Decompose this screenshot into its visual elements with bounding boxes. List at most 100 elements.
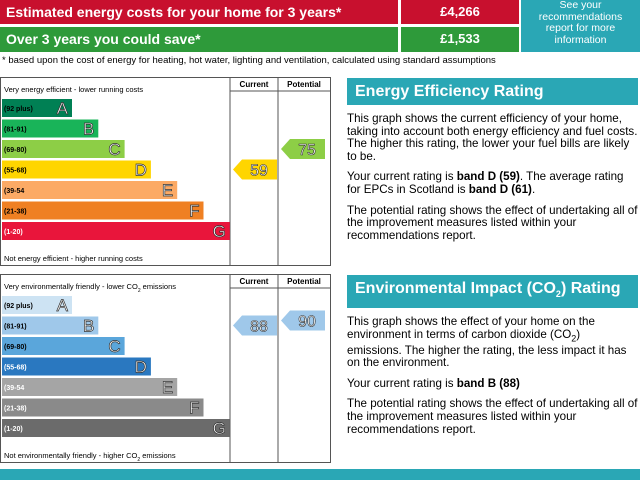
column-header: Potential: [287, 277, 321, 286]
current-rating-arrow: [233, 159, 277, 180]
band-letter: E: [162, 181, 173, 200]
band-letter: G: [213, 222, 226, 241]
band-range: (39-54: [4, 188, 24, 195]
band-range: (81-91): [4, 127, 27, 134]
text-segment: band D (61): [468, 182, 532, 196]
footnote: * based upon the cost of energy for heat…: [2, 55, 496, 66]
column-header: Potential: [287, 80, 321, 89]
band-range: (1-20): [4, 229, 23, 236]
band-letter: B: [83, 317, 94, 336]
band-bar: [2, 316, 99, 335]
text-segment: ) Rating: [560, 280, 621, 297]
column-header: Current: [240, 277, 269, 286]
band-bar: [2, 160, 151, 179]
saving-label: Over 3 years you could save*: [0, 27, 398, 52]
panel-paragraph: This graph shows the current efficiency …: [347, 112, 638, 163]
band-range: (92 plus): [4, 106, 33, 113]
panel-paragraph: This graph shows the effect of your home…: [347, 315, 638, 370]
text-segment: Energy Efficiency Rating: [355, 83, 544, 100]
band-bar: [2, 296, 72, 314]
text-segment: The potential rating shows the effect of…: [347, 203, 638, 242]
top-caption: Very energy efficient - lower running co…: [4, 85, 143, 94]
text-segment: Very energy efficient - lower running co…: [4, 85, 143, 94]
band-letter: E: [162, 378, 173, 397]
band-letter: C: [108, 140, 120, 159]
column-header: Current: [240, 80, 269, 89]
subscript: 2: [571, 333, 577, 344]
band-bar: [2, 337, 125, 355]
potential-rating: 75: [298, 142, 316, 159]
band-bar: [2, 99, 72, 117]
text-segment: Not energy efficient - higher running co…: [4, 254, 143, 263]
panel-title: Energy Efficiency Rating: [347, 78, 638, 105]
band-range: (55-68): [4, 365, 27, 372]
bottom-caption: Not environmentally friendly - higher CO…: [4, 451, 176, 463]
current-rating: 59: [250, 163, 268, 180]
text-segment: band B (88): [456, 376, 520, 390]
text-segment: emissions: [140, 451, 176, 460]
text-segment: This graph shows the current efficiency …: [347, 112, 638, 163]
band-letter: B: [83, 120, 94, 139]
band-bar: [2, 398, 204, 417]
band-range: (1-20): [4, 426, 23, 433]
text-segment: Environmental Impact (CO: [355, 280, 556, 297]
band-bar: [2, 419, 230, 437]
band-letter: A: [57, 296, 69, 315]
text-segment: Very environmentally friendly - lower CO: [4, 282, 138, 291]
cost-label: Estimated energy costs for your home for…: [0, 0, 398, 24]
band-range: (39-54: [4, 385, 24, 392]
panel-paragraph: The potential rating shows the effect of…: [347, 398, 638, 436]
band-bar: [2, 140, 125, 158]
potential-rating-arrow: [281, 310, 325, 331]
text-segment: band D (59): [456, 170, 520, 184]
band-range: (69-80): [4, 344, 27, 351]
current-rating: 88: [250, 319, 268, 336]
band-letter: C: [108, 337, 120, 356]
subscript: 2: [138, 288, 141, 294]
text-segment: .: [531, 182, 536, 196]
bottom-bar: [0, 469, 640, 480]
chart-border: [0, 274, 331, 463]
environment-panel: Environmental Impact (CO2) Rating This gr…: [347, 275, 638, 444]
text-segment: Not environmentally friendly - higher CO: [4, 451, 138, 460]
band-bar: [2, 119, 99, 138]
cost-value: £4,266: [401, 0, 519, 24]
band-bar: [2, 378, 178, 396]
band-letter: G: [213, 419, 226, 438]
band-bar: [2, 357, 151, 376]
band-range: (92 plus): [4, 303, 33, 310]
current-rating-arrow: [233, 315, 277, 336]
band-range: (81-91): [4, 324, 27, 331]
band-bar: [2, 181, 178, 199]
band-letter: D: [135, 358, 147, 377]
text-segment: emissions: [141, 282, 177, 291]
potential-rating-arrow: [281, 139, 325, 159]
panel-paragraph: Your current rating is band D (59). The …: [347, 171, 638, 196]
band-letter: F: [189, 399, 199, 418]
text-segment: Your current rating is: [347, 376, 457, 390]
subscript: 2: [555, 289, 561, 300]
report-link[interactable]: See your recommendations report for more…: [521, 0, 640, 52]
text-segment: Your current rating is: [347, 170, 457, 184]
chart-border: [0, 77, 331, 266]
text-segment: The potential rating shows the effect of…: [347, 397, 638, 436]
text-segment: . The average rating for EPCs in Scotlan…: [347, 170, 624, 196]
band-range: (55-68): [4, 168, 27, 175]
text-segment: This graph shows the effect of your home…: [347, 315, 595, 341]
potential-rating: 90: [298, 314, 316, 331]
band-letter: D: [135, 161, 147, 180]
panel-paragraph: The potential rating shows the effect of…: [347, 203, 638, 243]
panel-title: Environmental Impact (CO2) Rating: [347, 275, 638, 309]
panel-paragraph: Your current rating is band B (88): [347, 376, 638, 391]
band-bar: [2, 222, 230, 240]
bottom-caption: Not energy efficient - higher running co…: [4, 254, 143, 263]
top-caption: Very environmentally friendly - lower CO…: [4, 282, 176, 294]
subscript: 2: [137, 457, 140, 463]
saving-value: £1,533: [401, 27, 519, 52]
band-range: (69-80): [4, 147, 27, 154]
energy-panel: Energy Efficiency Rating This graph shows…: [347, 78, 638, 250]
band-bar: [2, 201, 204, 220]
environment-chart: Current Potential Very environmentally fri…: [0, 274, 331, 463]
text-segment: ) emissions. The higher the rating, the …: [347, 327, 627, 370]
